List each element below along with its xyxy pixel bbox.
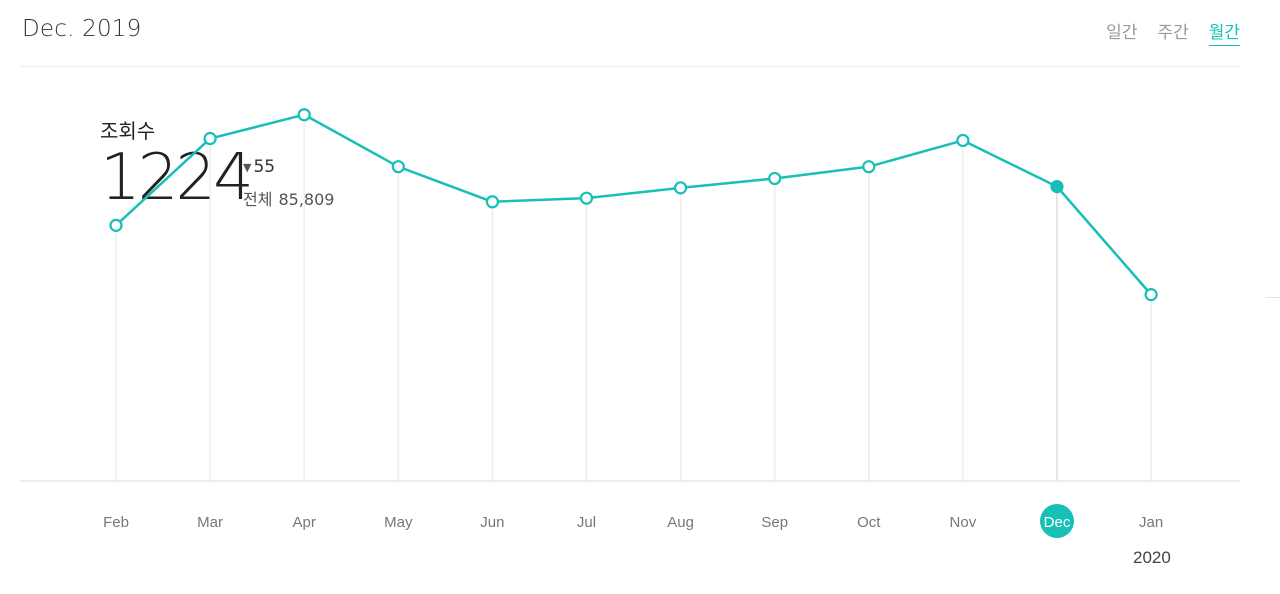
data-point[interactable] [203, 131, 217, 146]
x-tick-label[interactable]: Nov [950, 514, 977, 531]
page-title: Dec. 2019 [22, 16, 142, 42]
tab-monthly[interactable]: 월간 [1208, 18, 1240, 46]
x-tick-label[interactable]: Mar [197, 514, 223, 531]
x-tick-label[interactable]: Oct [857, 514, 881, 531]
selected-month-highlight [1040, 504, 1074, 538]
data-point[interactable] [673, 181, 688, 195]
x-tick-label[interactable]: Apr [293, 514, 316, 531]
metric-label: 조회수 [100, 119, 156, 143]
x-tick-label[interactable]: Jul [577, 514, 596, 531]
data-point[interactable] [1050, 180, 1064, 194]
x-tick-label[interactable]: May [384, 514, 413, 531]
delta-value: 55 [253, 157, 276, 177]
data-point[interactable] [485, 195, 499, 209]
total: 전체 85,809 [243, 186, 334, 210]
data-point[interactable] [1144, 288, 1158, 302]
series-line [115, 113, 1153, 296]
x-tick-label[interactable]: Feb [103, 514, 129, 531]
metric-value: 1224 [100, 141, 254, 215]
data-point[interactable] [862, 160, 876, 174]
tab-daily[interactable]: 일간 [1106, 23, 1138, 43]
x-tick-label[interactable]: Aug [667, 514, 694, 531]
year-label: 2020 [1133, 548, 1171, 567]
x-tick-label[interactable]: Jan [1139, 514, 1163, 531]
total-value: 85,809 [278, 190, 335, 209]
x-tick-label[interactable]: Sep [761, 514, 788, 531]
data-point[interactable] [109, 218, 123, 232]
data-point[interactable] [579, 191, 594, 205]
data-point[interactable] [956, 133, 970, 148]
period-tabs: 일간 주간 월간 [1106, 18, 1240, 46]
triangle-down-icon: ▼ [243, 160, 252, 174]
edge-divider [1266, 297, 1280, 298]
x-tick-label[interactable]: Dec [1044, 514, 1071, 531]
x-tick-label[interactable]: Jun [480, 514, 504, 531]
data-point[interactable] [391, 160, 405, 174]
tab-weekly[interactable]: 주간 [1157, 23, 1189, 43]
header-divider [20, 66, 1240, 67]
data-point[interactable] [297, 108, 311, 122]
data-point[interactable] [768, 171, 782, 186]
total-label: 전체 [243, 190, 273, 209]
delta: ▼ 55 [243, 157, 275, 177]
